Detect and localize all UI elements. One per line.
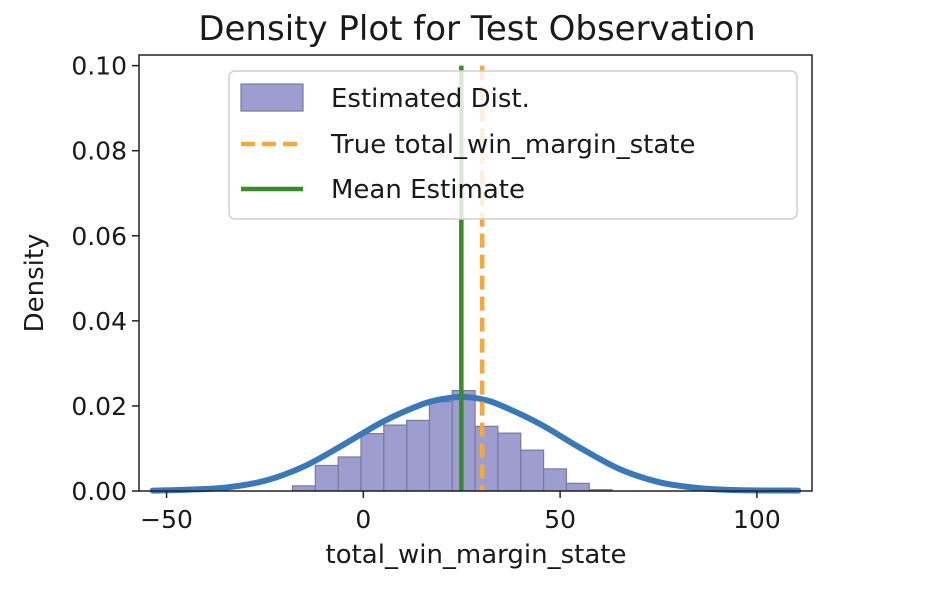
histogram-bar [360, 432, 385, 492]
histogram-bar [406, 419, 431, 492]
histogram-bar [314, 464, 339, 492]
legend-histogram-label: Estimated Dist. [331, 84, 530, 114]
y-tick-label: 0.04 [71, 307, 127, 336]
legend: Estimated Dist. True total_win_margin_st… [228, 70, 798, 220]
x-tick-label: −50 [140, 505, 193, 534]
chart-title: Density Plot for Test Observation [198, 9, 755, 49]
histogram-bar [520, 449, 545, 492]
histogram-bar [337, 456, 362, 492]
y-tick-label: 0.00 [71, 477, 127, 506]
histogram-bar [383, 424, 408, 492]
legend-true-value-label: True total_win_margin_state [330, 130, 695, 160]
histogram-bar [497, 432, 522, 492]
y-tick-label: 0.06 [71, 222, 127, 251]
legend-mean-estimate-label: Mean Estimate [331, 175, 525, 205]
x-axis-label: total_win_margin_state [326, 540, 627, 570]
x-tick-label: 100 [733, 505, 781, 534]
histogram-bar [474, 425, 499, 492]
x-tick-label: 0 [355, 505, 371, 534]
histogram-bar [565, 482, 590, 492]
histogram-bar [542, 468, 568, 492]
y-tick-label: 0.08 [71, 137, 127, 166]
histogram-bar [451, 390, 476, 492]
x-tick-label: 50 [544, 505, 576, 534]
legend-box [228, 70, 798, 220]
legend-histogram-swatch [240, 83, 304, 112]
y-axis-ticks: 0.00 0.02 0.04 0.06 0.08 0.10 [71, 52, 139, 506]
y-axis-label: Density [20, 234, 50, 333]
axes-frame [138, 54, 813, 492]
y-tick-label: 0.10 [71, 52, 127, 81]
y-tick-label: 0.02 [71, 392, 127, 421]
x-axis-ticks: −50 0 50 100 [140, 491, 781, 534]
histogram-bars [291, 390, 613, 492]
plot-area [149, 65, 802, 494]
histogram-bar [291, 485, 316, 492]
histogram-bar [428, 401, 453, 492]
